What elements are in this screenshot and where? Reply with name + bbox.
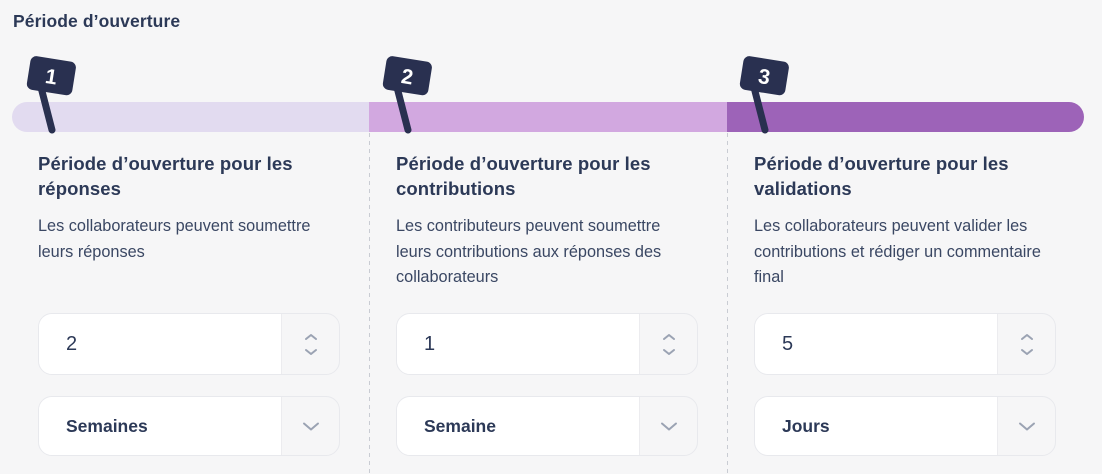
flag-1-number: 1: [44, 65, 59, 90]
chevron-down-icon: [1018, 422, 1035, 430]
section-heading: Période d’ouverture pour les réponses: [38, 153, 293, 200]
section-heading: Période d’ouverture pour les contributio…: [396, 153, 651, 200]
column-divider-2: [727, 133, 728, 474]
chevron-down-icon: [302, 422, 319, 430]
stepper-up-icon[interactable]: [304, 333, 318, 341]
select-chevron-area[interactable]: [998, 397, 1055, 455]
stepper-contributions: [640, 314, 697, 374]
flag-3-number: 3: [757, 65, 772, 90]
select-chevron-area[interactable]: [282, 397, 339, 455]
stepper-validations: [998, 314, 1055, 374]
stepper-down-icon[interactable]: [304, 348, 318, 356]
stepper-up-icon[interactable]: [662, 333, 676, 341]
section-heading: Période d’ouverture pour les validations: [754, 153, 1009, 200]
duration-unit-select-contributions[interactable]: Semaine: [396, 396, 698, 456]
flag-1-icon: 1: [26, 56, 76, 134]
section-reponses: Période d’ouverture pour les réponses Le…: [12, 132, 370, 474]
columns-container: Période d’ouverture pour les réponses Le…: [12, 132, 1086, 474]
timeline-segment-contributions: [369, 102, 727, 132]
section-text-block: Période d’ouverture pour les contributio…: [396, 151, 698, 313]
stepper-down-icon[interactable]: [1020, 348, 1034, 356]
section-contributions: Période d’ouverture pour les contributio…: [370, 132, 728, 474]
duration-value-input-contributions[interactable]: [397, 314, 640, 374]
selected-unit-label: Semaines: [39, 397, 282, 455]
duration-value-input-reponses[interactable]: [39, 314, 282, 374]
section-validations: Période d’ouverture pour les validations…: [728, 132, 1086, 474]
section-description: Les contributeurs peuvent soumettre leur…: [396, 217, 662, 286]
section-text-block: Période d’ouverture pour les réponses Le…: [38, 151, 340, 313]
duration-unit-select-validations[interactable]: Jours: [754, 396, 1056, 456]
stepper-reponses: [282, 314, 339, 374]
section-description: Les collaborateurs peuvent soumettre leu…: [38, 217, 311, 261]
stepper-up-icon[interactable]: [1020, 333, 1034, 341]
flag-2-icon: 2: [382, 56, 432, 134]
stepper-down-icon[interactable]: [662, 348, 676, 356]
duration-value-input-validations[interactable]: [755, 314, 998, 374]
timeline-segment-reponses: [12, 102, 370, 132]
timeline-bar: [12, 102, 1084, 132]
flag-2-number: 2: [400, 65, 415, 90]
select-chevron-area[interactable]: [640, 397, 697, 455]
section-text-block: Période d’ouverture pour les validations…: [754, 151, 1056, 313]
flag-3-icon: 3: [739, 56, 789, 134]
selected-unit-label: Jours: [755, 397, 998, 455]
column-divider-1: [369, 133, 370, 474]
duration-value-field-validations: [754, 313, 1056, 375]
chevron-down-icon: [660, 422, 677, 430]
duration-unit-select-reponses[interactable]: Semaines: [38, 396, 340, 456]
duration-value-field-contributions: [396, 313, 698, 375]
page-title: Période d’ouverture: [13, 11, 181, 31]
selected-unit-label: Semaine: [397, 397, 640, 455]
duration-value-field-reponses: [38, 313, 340, 375]
section-description: Les collaborateurs peuvent valider les c…: [754, 217, 1041, 286]
timeline-segment-validations: [726, 102, 1084, 132]
